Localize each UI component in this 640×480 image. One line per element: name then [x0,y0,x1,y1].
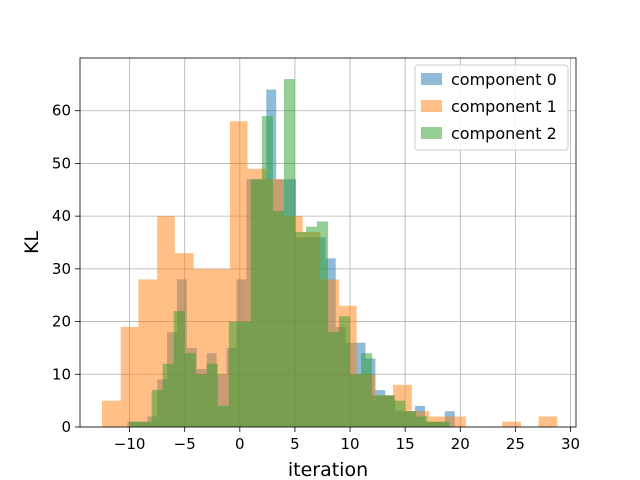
histogram-bar-series-2 [350,374,362,427]
legend: component 0 component 1 component 2 [414,64,569,151]
legend-swatch-0 [421,73,442,85]
histogram-bar-series-2 [405,411,417,427]
axis-ticks: −10 −5 0 5 10 15 20 25 30 0 10 20 30 40 50 60 [52,102,580,453]
histogram-bar-series-2 [427,421,439,427]
histogram-bar-series-2 [316,221,328,427]
histogram-bar-series-1 [502,421,521,427]
histogram-bar-series-1 [120,326,139,427]
histogram-bar-series-2 [162,363,174,427]
y-tick-label: 50 [52,154,71,172]
y-tick-label: 60 [52,102,71,120]
legend-label-1: component 1 [451,97,557,116]
y-axis-label: KL [21,231,43,254]
x-tick-label: 20 [451,435,470,453]
histogram-bar-series-2 [261,115,273,427]
histogram-bar-series-1 [448,416,466,427]
legend-box [414,64,569,151]
legend-item-0: component 0 [421,70,557,89]
x-tick-label: 5 [290,435,300,453]
histogram-bar-series-1 [538,416,558,427]
histogram-bar-series-2 [438,421,450,427]
histogram-bar-series-2 [416,416,428,427]
histogram-bar-series-2 [250,179,262,427]
histogram-bar-series-2 [239,321,251,427]
histogram-bar-series-2 [184,353,196,427]
x-tick-label: −5 [174,435,196,453]
histogram-bar-series-2 [206,363,218,427]
histogram-bar-series-2 [305,226,317,427]
legend-label-2: component 2 [451,124,557,143]
y-tick-label: 10 [52,365,71,383]
legend-item-2: component 2 [421,124,557,143]
histogram-bar-series-2 [195,374,207,427]
histogram-bar-series-2 [151,390,163,427]
histogram-bar-series-2 [294,231,306,427]
histogram-bar-series-2 [361,353,373,427]
y-tick-label: 40 [52,207,71,225]
y-tick-label: 0 [61,418,71,436]
x-axis-label: iteration [288,459,368,480]
y-tick-label: 20 [52,313,71,331]
legend-swatch-1 [421,100,442,112]
histogram-bar-series-2 [129,421,141,427]
histogram-bar-series-2 [283,79,295,427]
histogram-bar-series-2 [272,210,284,427]
histogram-bars [102,79,558,427]
histogram-bar-series-2 [383,395,395,427]
histogram-bar-series-2 [328,332,340,427]
histogram-bar-series-2 [140,421,152,427]
legend-swatch-2 [421,127,442,139]
histogram-bar-series-2 [217,405,229,427]
x-tick-label: 15 [396,435,415,453]
legend-item-1: component 1 [421,97,557,116]
histogram-bar-series-2 [372,395,384,427]
plot-frame [79,57,577,428]
histogram-bar-series-2 [228,321,240,427]
histogram-bar-series-2 [339,316,351,427]
histogram-bar-series-2 [394,400,406,427]
x-tick-label: −10 [114,435,146,453]
x-tick-label: 10 [340,435,359,453]
histogram-bar-series-1 [102,400,121,427]
x-tick-label: 0 [235,435,245,453]
histogram-bar-series-2 [173,311,185,427]
legend-label-0: component 0 [451,70,557,89]
x-tick-label: 30 [561,435,580,453]
x-tick-label: 25 [506,435,525,453]
y-tick-label: 30 [52,260,71,278]
